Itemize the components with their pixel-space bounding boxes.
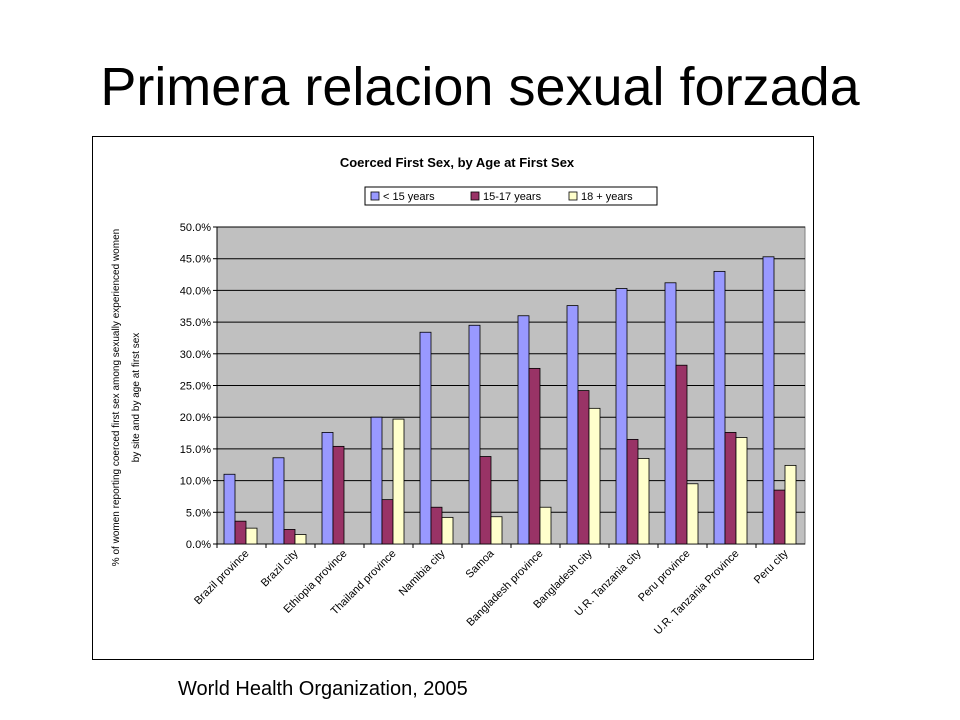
legend-label: 15-17 years [483, 191, 542, 203]
legend-label: < 15 years [383, 191, 435, 203]
x-tick-label: Namibia city [397, 547, 448, 598]
source-citation: World Health Organization, 2005 [178, 678, 468, 700]
y-tick-label: 0.0% [186, 539, 211, 551]
bar [490, 516, 503, 545]
legend-box [364, 186, 658, 206]
bar [686, 483, 699, 545]
x-tick-label: Brazil province [192, 548, 251, 607]
y-tick-label: 25.0% [180, 381, 211, 393]
legend-swatch [370, 191, 380, 201]
bar [517, 315, 530, 545]
bar [468, 324, 481, 545]
x-tick-label: Peru city [752, 547, 791, 586]
bar [332, 445, 345, 545]
bar [223, 473, 236, 545]
chart-title: Coerced First Sex, by Age at First Sex [340, 155, 575, 170]
bar [381, 499, 394, 545]
bar [321, 432, 334, 545]
bar [245, 527, 258, 545]
y-tick-label: 5.0% [186, 507, 211, 519]
bar [272, 457, 285, 545]
bar [637, 458, 650, 545]
bar [283, 529, 296, 545]
legend-label: 18 + years [581, 191, 633, 203]
legend-swatch [470, 191, 480, 201]
bar [419, 331, 432, 545]
y-tick-label: 35.0% [180, 317, 211, 329]
bar [294, 534, 307, 545]
x-tick-label: Samoa [463, 547, 497, 581]
bar [577, 390, 590, 545]
bar [528, 367, 541, 545]
bar [566, 305, 579, 545]
x-tick-label: Brazil city [259, 547, 301, 589]
y-axis-label: % of women reporting coerced first sex a… [111, 229, 142, 566]
y-tick-label: 50.0% [180, 222, 211, 234]
bar [441, 516, 454, 545]
y-tick-label: 20.0% [180, 412, 211, 424]
y-tick-label: 40.0% [180, 285, 211, 297]
bar [234, 520, 247, 545]
bar [762, 256, 775, 545]
bar [588, 407, 601, 545]
bar [479, 456, 492, 545]
bar [539, 506, 552, 545]
x-tick-label: U.R. Tanzania Province [652, 548, 742, 638]
y-tick-label: 30.0% [180, 349, 211, 361]
bar [664, 282, 677, 545]
y-axis-label-line: % of women reporting coerced first sex a… [111, 229, 122, 566]
bar [626, 438, 639, 545]
slide-title: Primera relacion sexual forzada [100, 57, 860, 117]
bar [370, 416, 383, 545]
y-tick-label: 45.0% [180, 254, 211, 266]
bar [713, 270, 726, 545]
bar [773, 489, 786, 545]
bar [430, 506, 443, 545]
y-tick-label: 10.0% [180, 476, 211, 488]
bar [784, 464, 797, 545]
chart-frame: Coerced First Sex, by Age at First Sex <… [92, 136, 814, 660]
bar-chart: Coerced First Sex, by Age at First Sex <… [111, 155, 806, 638]
legend-swatch [568, 191, 578, 201]
y-tick-label: 15.0% [180, 444, 211, 456]
bar [724, 432, 737, 545]
bar [735, 437, 748, 545]
bar [392, 418, 405, 545]
bar [675, 364, 688, 545]
y-axis-label-line: by site and by age at first sex [131, 333, 142, 463]
legend: < 15 years 15-17 years 18 + years [364, 186, 658, 206]
bar [615, 288, 628, 545]
plot-area: 0.0% 5.0% 10.0% 15.0% 20.0% 25.0% 30.0% 35.0% 40… [180, 222, 806, 638]
